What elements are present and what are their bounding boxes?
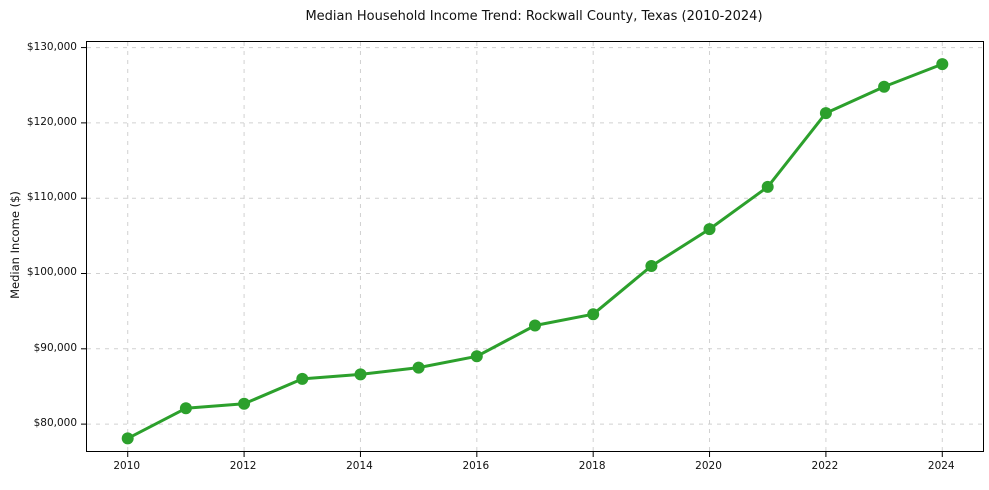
x-tick-label-2014: 2014 [346, 460, 373, 472]
data-point-2018 [587, 308, 600, 321]
x-tick-label-2020: 2020 [695, 460, 722, 472]
data-point-2013 [296, 372, 309, 385]
data-point-2012 [238, 397, 251, 410]
income-line-series [126, 62, 944, 440]
chart-title: Median Household Income Trend: Rockwall … [305, 9, 763, 24]
x-tick-label-2010: 2010 [113, 460, 141, 472]
y-axis-label: Median Income ($) [8, 191, 22, 299]
x-tick-label-2022: 2022 [811, 460, 839, 472]
x-tick-label-2024: 2024 [927, 460, 955, 472]
x-tick-label-2016: 2016 [462, 460, 490, 472]
data-point-2021 [761, 180, 774, 193]
y-tick-label-130000: $130,000 [26, 40, 77, 53]
data-point-2019 [645, 260, 658, 272]
data-point-2022 [819, 107, 832, 120]
y-tick-label-120000: $120,000 [26, 115, 77, 128]
data-point-2024 [936, 58, 949, 71]
data-point-2010 [121, 432, 134, 445]
y-tick-label-90000: $90,000 [33, 341, 77, 354]
y-tick-label-80000: $80,000 [33, 417, 77, 430]
chart-canvas [81, 42, 983, 457]
data-point-2014 [354, 368, 367, 381]
data-point-2016 [470, 350, 483, 363]
y-tick-label-100000: $100,000 [26, 266, 77, 279]
data-point-2015 [412, 361, 425, 374]
y-tick-label-110000: $110,000 [26, 191, 77, 204]
x-tick-label-2012: 2012 [229, 460, 257, 472]
data-point-2020 [703, 223, 716, 236]
data-point-2023 [878, 80, 891, 93]
x-tick-label-2018: 2018 [578, 460, 606, 472]
plot-area [81, 41, 984, 457]
data-point-2011 [179, 402, 192, 415]
data-point-2017 [529, 319, 541, 332]
